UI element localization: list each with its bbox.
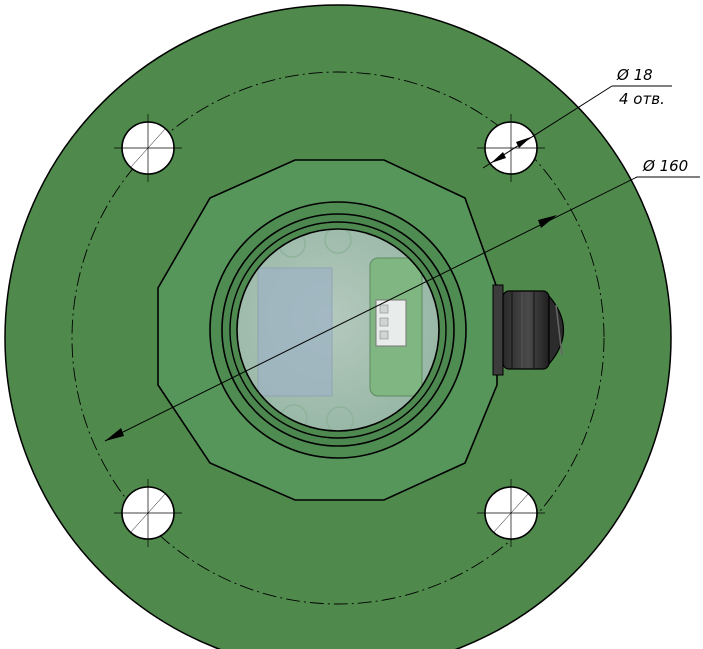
hole-diameter-label: Ø 18: [616, 66, 653, 84]
bolt-circle-dimension: [104, 176, 700, 442]
bolt-hole-bottom-left: [114, 479, 182, 547]
bolt-hole-bottom-right: [477, 479, 545, 547]
bolt-circle-diameter-label: Ø 160: [642, 157, 688, 175]
inspection-window: [237, 229, 439, 431]
hole-count-label: 4 отв.: [619, 90, 665, 108]
hole-diameter-dimension: [482, 85, 672, 169]
bolt-hole-top-right: [477, 114, 545, 182]
display-module: [257, 267, 333, 397]
cable-gland: [492, 284, 565, 376]
bolt-circle-centerline: [71, 71, 605, 605]
window-glass-edge: [236, 228, 440, 432]
bolt-hole-top-left: [114, 114, 182, 182]
